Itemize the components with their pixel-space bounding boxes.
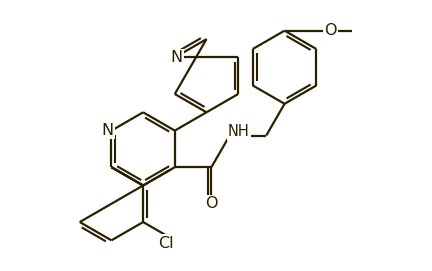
Text: O: O — [324, 23, 337, 38]
Text: O: O — [205, 196, 218, 211]
Text: NH: NH — [228, 124, 250, 139]
Text: N: N — [171, 50, 183, 65]
Text: N: N — [102, 123, 114, 138]
Text: Cl: Cl — [159, 235, 174, 251]
